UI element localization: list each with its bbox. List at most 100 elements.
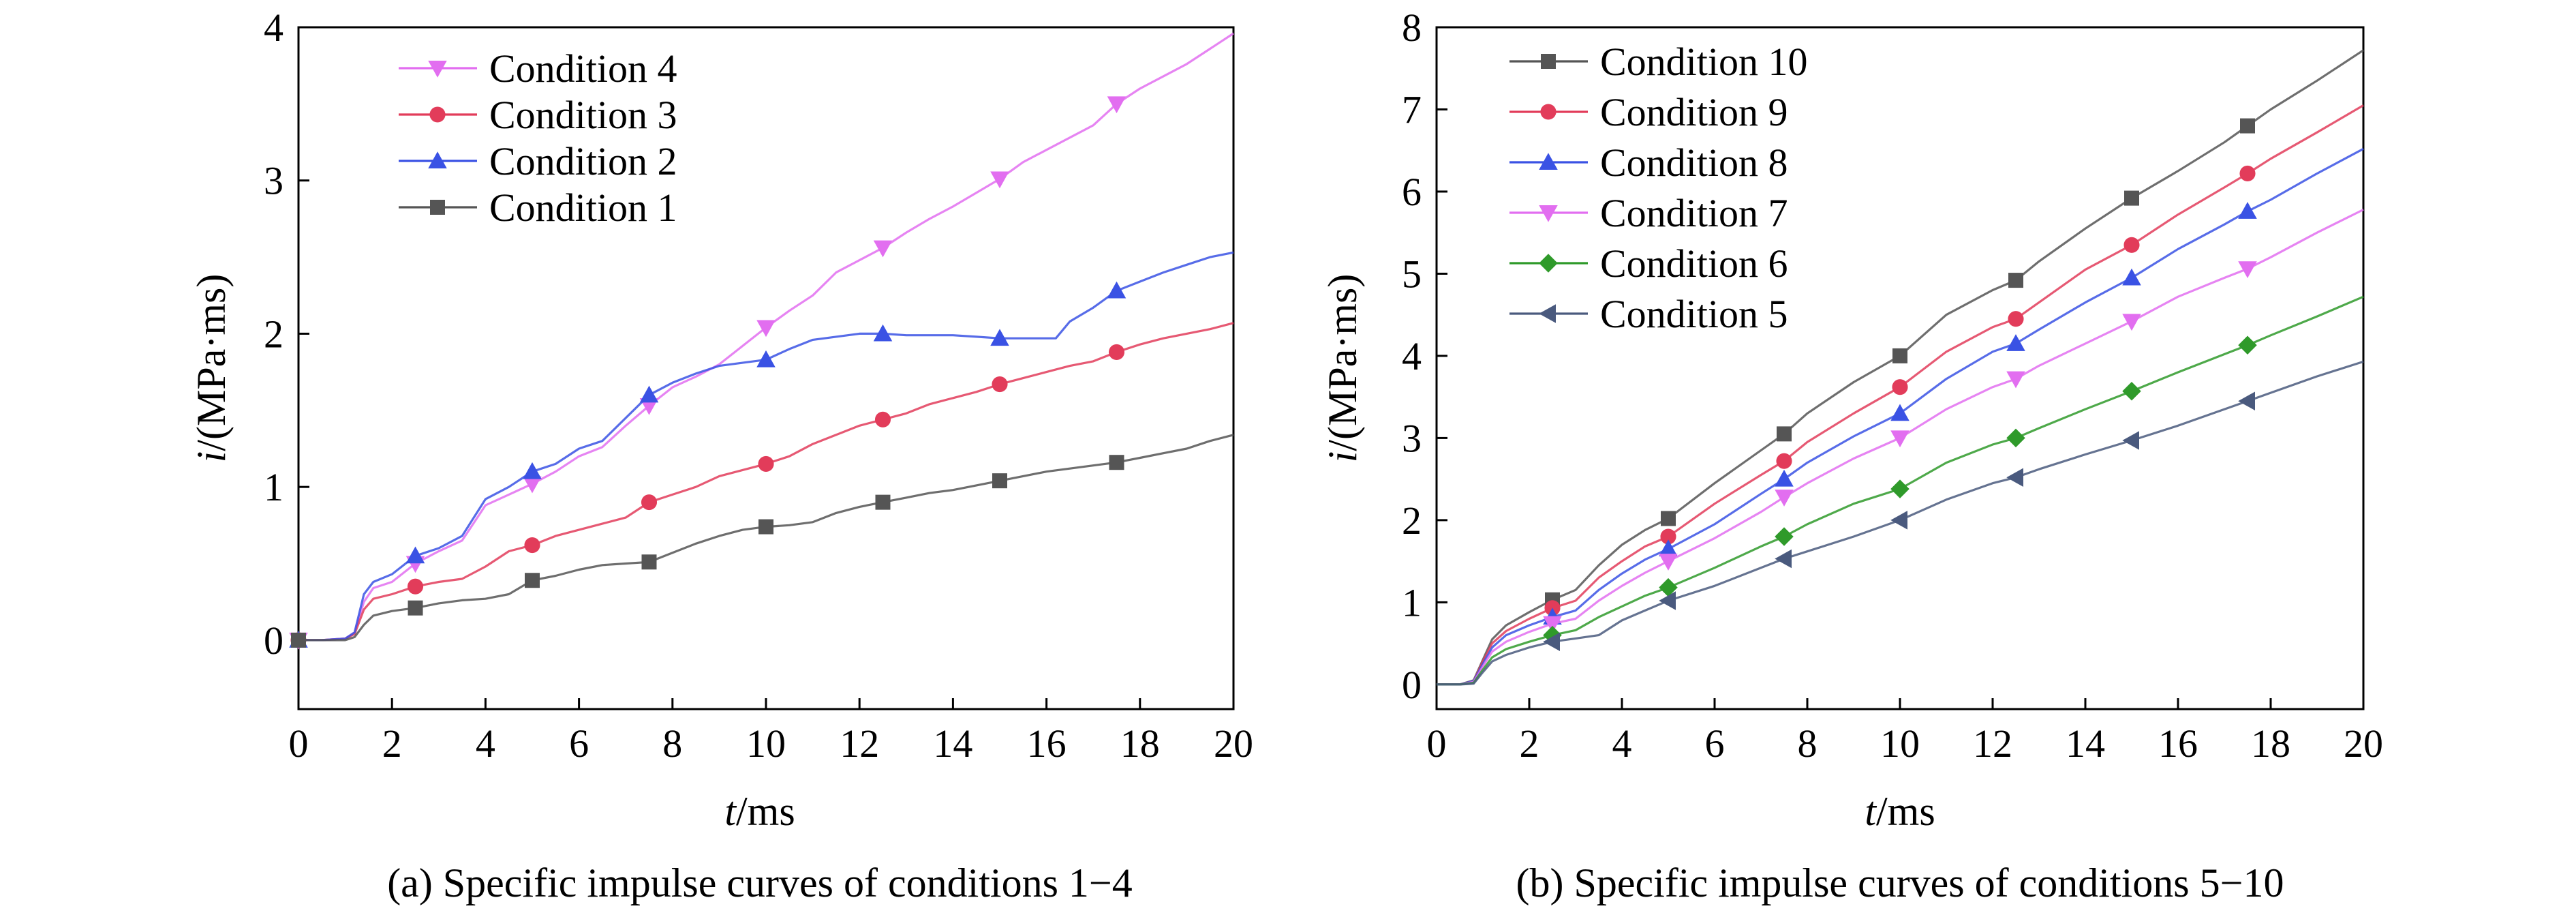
- x-tick-label: 4: [1612, 721, 1632, 766]
- data-point: [874, 411, 891, 427]
- data-point: [2238, 202, 2257, 219]
- data-point: [1775, 490, 1794, 507]
- x-tick-label: 0: [289, 721, 309, 766]
- legend-label: Condition 10: [1600, 40, 1808, 84]
- data-point: [2124, 190, 2139, 206]
- data-point: [1659, 539, 1678, 557]
- legend-marker: [428, 61, 447, 78]
- data-point: [1775, 469, 1794, 487]
- data-point: [992, 473, 1007, 489]
- data-point: [2008, 311, 2024, 327]
- caption: (b) Specific impulse curves of condition…: [1516, 860, 2284, 905]
- x-tick-label: 8: [662, 721, 682, 766]
- data-point: [758, 455, 774, 472]
- series-condition-8: [1437, 147, 2364, 686]
- x-tick-label: 16: [1027, 721, 1067, 766]
- series-condition-2: [289, 251, 1234, 648]
- data-point: [1890, 404, 1910, 421]
- data-point: [2122, 381, 2141, 401]
- legend-marker: [429, 106, 446, 123]
- y-tick-label: 3: [1402, 416, 1422, 460]
- data-point: [1108, 344, 1125, 360]
- legend-marker: [1540, 104, 1557, 120]
- data-point: [2006, 371, 2025, 389]
- data-point: [641, 554, 657, 570]
- y-tick-label: 4: [264, 5, 283, 50]
- y-axis-label: i/(MPa·ms): [1320, 274, 1365, 463]
- legend-marker: [430, 200, 445, 215]
- series-line: [298, 322, 1234, 642]
- y-tick-label: 7: [1402, 87, 1422, 132]
- data-point: [1107, 96, 1126, 114]
- data-point: [2238, 261, 2257, 278]
- x-tick-label: 12: [1973, 721, 2012, 766]
- x-tick-label: 2: [1520, 721, 1539, 766]
- data-point: [2006, 468, 2023, 487]
- x-tick-label: 2: [382, 721, 402, 766]
- legend-label: Condition 9: [1600, 90, 1788, 134]
- legend-label: Condition 3: [489, 93, 677, 137]
- legend-label: Condition 5: [1600, 292, 1788, 336]
- data-point: [756, 320, 776, 338]
- data-point: [1543, 616, 1562, 633]
- data-point: [2008, 273, 2023, 288]
- x-tick-label: 20: [2344, 721, 2383, 766]
- data-point: [2122, 314, 2141, 331]
- data-point: [1659, 554, 1678, 571]
- series-condition-10: [1437, 49, 2364, 686]
- data-point: [639, 385, 659, 403]
- legend-label: Condition 8: [1600, 140, 1788, 185]
- legend-label: Condition 2: [489, 139, 677, 183]
- x-axis-label: t/ms: [1865, 789, 1935, 834]
- data-point: [1109, 455, 1124, 470]
- chart-b: 0 2 4 6 8 10 12 14 16 18 20012345678t/msi/(MPa·ms)…: [1320, 5, 2383, 905]
- data-point: [405, 546, 425, 564]
- data-point: [2122, 268, 2141, 286]
- data-point: [1659, 578, 1678, 597]
- data-point: [1890, 511, 1907, 530]
- data-point: [1543, 632, 1560, 651]
- data-point: [990, 171, 1009, 189]
- x-tick-label: 4: [476, 721, 495, 766]
- data-point: [525, 573, 540, 588]
- data-point: [641, 494, 658, 511]
- data-point: [523, 476, 542, 494]
- data-point: [1892, 348, 1907, 363]
- plot-frame: [1435, 26, 2365, 710]
- data-point: [990, 329, 1009, 346]
- x-tick-label: 14: [933, 721, 972, 766]
- y-tick-label: 6: [1402, 170, 1422, 214]
- x-tick-label: 18: [2251, 721, 2290, 766]
- chart-a: 0 2 4 6 8 10 12 14 16 18 2001234t/msi/(MPa·ms)(a) …: [189, 5, 1253, 905]
- x-tick-label: 20: [1214, 721, 1253, 766]
- x-tick-label: 6: [569, 721, 589, 766]
- y-tick-label: 0: [264, 618, 283, 663]
- data-point: [1776, 453, 1792, 469]
- data-point: [1777, 426, 1792, 442]
- x-tick-label: 16: [2158, 721, 2198, 766]
- data-point: [758, 519, 773, 535]
- y-axis-label: i/(MPa·ms): [189, 274, 234, 463]
- data-point: [875, 494, 891, 510]
- series-condition-7: [1437, 209, 2364, 686]
- data-point: [1775, 549, 1792, 569]
- x-tick-label: 10: [1880, 721, 1920, 766]
- legend: Condition 10 Condition 9 Condition 8 Condit…: [1509, 40, 1808, 336]
- legend-label: Condition 7: [1600, 191, 1788, 235]
- data-point: [1775, 527, 1794, 546]
- series-condition-6: [1437, 295, 2364, 686]
- y-tick-label: 2: [1402, 498, 1422, 543]
- data-point: [1890, 430, 1910, 448]
- data-point: [1660, 528, 1676, 545]
- series-condition-9: [1437, 104, 2364, 686]
- y-tick-label: 1: [264, 465, 283, 509]
- data-point: [2238, 391, 2255, 410]
- legend-marker: [1539, 205, 1558, 222]
- data-point: [407, 578, 424, 595]
- data-point: [2239, 165, 2256, 182]
- data-point: [523, 462, 542, 479]
- data-point: [408, 600, 423, 616]
- data-point: [2006, 334, 2025, 351]
